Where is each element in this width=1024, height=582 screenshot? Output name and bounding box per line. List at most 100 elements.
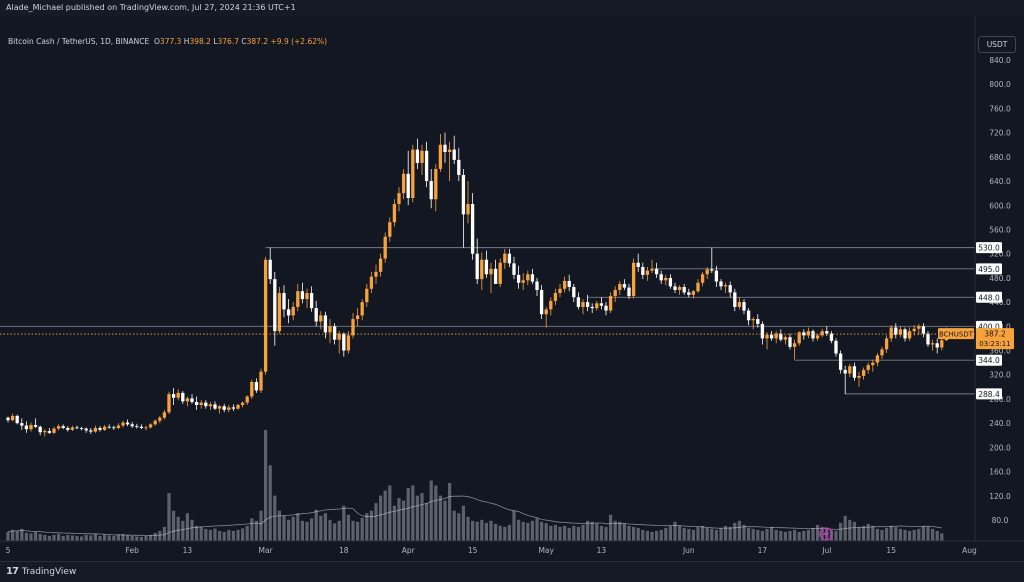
candle-body xyxy=(332,326,337,340)
candle-body xyxy=(590,306,594,309)
volume-bar xyxy=(406,488,410,541)
candle-body xyxy=(705,269,709,275)
candle-body xyxy=(107,426,111,428)
volume-bar xyxy=(507,524,512,541)
candle-body xyxy=(139,426,144,428)
volume-bar xyxy=(75,535,79,541)
volume-bar xyxy=(889,525,893,541)
candle-body xyxy=(696,282,700,292)
volume-bar xyxy=(484,522,489,541)
candle-body xyxy=(98,428,102,430)
candle-body xyxy=(861,369,866,376)
candle-body xyxy=(719,281,723,287)
volume-bar xyxy=(319,515,323,541)
volume-bar xyxy=(130,535,134,541)
candle-body xyxy=(825,331,829,334)
candle-body xyxy=(392,204,397,223)
level-label-bg xyxy=(976,291,1002,303)
candle-body xyxy=(756,319,760,324)
volume-bar xyxy=(512,510,516,541)
time-tick-label: 5 xyxy=(6,546,11,555)
candle-body xyxy=(585,302,590,307)
candle-body xyxy=(746,310,751,321)
volume-bar xyxy=(66,534,70,541)
level-label-bg xyxy=(976,263,1002,275)
volume-bar xyxy=(696,526,700,541)
volume-bar xyxy=(148,534,153,541)
volume-bar xyxy=(935,530,939,541)
volume-bar xyxy=(498,525,502,541)
candle-body xyxy=(898,329,903,335)
volume-bar xyxy=(723,525,728,541)
volume-bar xyxy=(296,513,300,541)
candle-body xyxy=(935,343,939,348)
volume-bar xyxy=(659,529,663,541)
time-tick-label: May xyxy=(538,546,554,555)
candle-body xyxy=(806,331,811,336)
candle-body xyxy=(360,302,364,316)
volume-bar xyxy=(576,526,581,541)
candle-body xyxy=(259,371,263,391)
tradingview-logo[interactable]: 17 TradingView xyxy=(6,566,76,577)
candle-body xyxy=(907,331,912,339)
volume-bar xyxy=(309,518,314,541)
volume-bar xyxy=(424,503,429,541)
candle-body xyxy=(834,340,838,354)
volume-bar xyxy=(332,523,337,541)
volume-bar xyxy=(374,503,378,541)
volume-bar xyxy=(116,534,121,541)
candle-body xyxy=(75,427,79,429)
price-tick-label: 480.0 xyxy=(989,274,1011,283)
volume-bar xyxy=(84,534,88,541)
candle-body xyxy=(921,326,926,334)
candle-body xyxy=(484,259,489,275)
volume-bar xyxy=(360,517,364,541)
volume-bar xyxy=(93,533,98,541)
volume-bar xyxy=(185,513,190,541)
legend-high-label: H xyxy=(183,37,190,46)
candle-body xyxy=(852,366,857,378)
candle-body xyxy=(567,280,571,287)
volume-bar xyxy=(654,530,659,541)
volume-bar xyxy=(112,535,116,541)
lightning-icon[interactable] xyxy=(819,527,833,541)
volume-bar xyxy=(779,530,783,541)
candle-body xyxy=(369,276,374,289)
candle-body xyxy=(185,398,190,402)
candle-body xyxy=(507,253,512,264)
candle-body xyxy=(158,417,162,421)
chart-area[interactable]: BCHUSDT 80.0 120.0 160.0 200.0 240.0 280.0 320… xyxy=(0,16,1024,561)
candle-body xyxy=(691,291,696,295)
time-tick-label: Apr xyxy=(402,546,416,555)
volume-bar xyxy=(227,529,231,541)
volume-bar xyxy=(733,522,737,541)
candle-body xyxy=(894,327,898,335)
volume-bar xyxy=(852,521,857,541)
volume-bar xyxy=(562,525,567,541)
candle-body xyxy=(227,407,231,410)
volume-bar xyxy=(139,536,144,541)
candle-body xyxy=(309,293,314,309)
volume-bar xyxy=(516,519,521,541)
volume-bar xyxy=(539,521,544,541)
volume-bar xyxy=(792,529,797,541)
volume-ma xyxy=(7,495,942,536)
volume-bar xyxy=(673,521,677,541)
candle-body xyxy=(493,268,498,284)
volume-bar xyxy=(834,530,838,541)
volume-bar xyxy=(926,526,930,541)
currency-button[interactable]: USDT xyxy=(978,36,1016,53)
volume-bar xyxy=(273,495,277,541)
candle-body xyxy=(153,420,157,425)
candle-body xyxy=(33,424,38,427)
candle-body xyxy=(424,150,429,182)
volume-bar xyxy=(107,535,111,541)
candle-body xyxy=(562,280,567,289)
price-chart[interactable]: BCHUSDT 80.0 120.0 160.0 200.0 240.0 280.0 320… xyxy=(0,16,1024,561)
candle-body xyxy=(388,222,392,237)
volume-bar xyxy=(783,531,788,541)
candle-body xyxy=(788,337,792,347)
candlesticks xyxy=(6,132,949,437)
time-tick-label: 13 xyxy=(597,546,607,555)
